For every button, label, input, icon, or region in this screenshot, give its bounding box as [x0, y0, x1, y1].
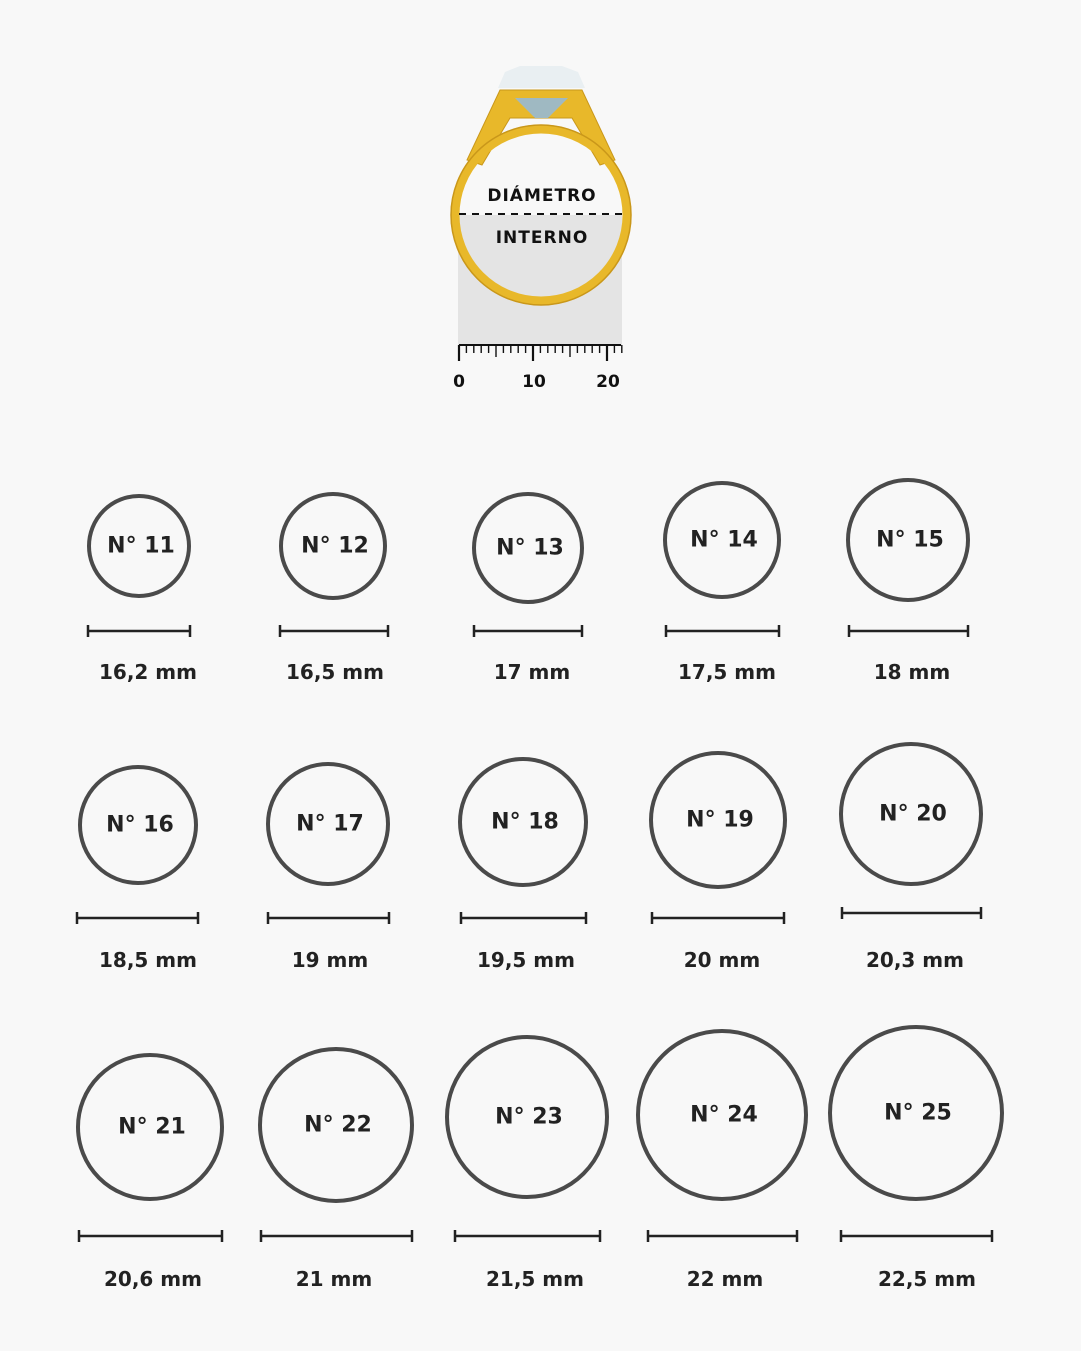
size-circle: [258, 1047, 414, 1203]
size-number: N° 23: [495, 1105, 563, 1130]
size-item: N° 16 18,5 mm: [75, 765, 200, 972]
size-circle: [472, 492, 584, 604]
diameter-label: 19,5 mm: [477, 948, 575, 972]
size-item: N° 12 16,5 mm: [278, 492, 390, 684]
diameter-label: 17,5 mm: [678, 660, 776, 684]
diameter-label: 22 mm: [687, 1267, 763, 1291]
size-number: N° 11: [107, 534, 175, 559]
diameter-label: 17 mm: [494, 660, 570, 684]
size-circle: [279, 492, 387, 600]
label-diametro: DIÁMETRO: [487, 184, 596, 206]
ruler-label-10: 10: [522, 372, 546, 392]
size-item: N° 14 17,5 mm: [663, 481, 781, 684]
diameter-label: 22,5 mm: [878, 1267, 976, 1291]
gem-icon: [498, 66, 585, 88]
size-number: N° 19: [686, 808, 754, 833]
size-circle: [458, 757, 588, 887]
size-circle: [636, 1029, 808, 1201]
size-number: N° 22: [304, 1113, 372, 1138]
size-number: N° 14: [690, 528, 758, 553]
size-number: N° 16: [106, 813, 174, 838]
size-number: N° 18: [491, 810, 559, 835]
size-circle: [649, 751, 787, 889]
size-circle: [266, 762, 390, 886]
size-item: N° 13 17 mm: [472, 492, 584, 684]
size-circle: [445, 1035, 609, 1199]
diameter-label: 16,5 mm: [286, 660, 384, 684]
size-number: N° 12: [301, 534, 369, 559]
diameter-label: 18,5 mm: [99, 948, 197, 972]
size-number: N° 13: [496, 536, 564, 561]
diameter-label: 21,5 mm: [486, 1267, 584, 1291]
size-item: N° 11 16,2 mm: [86, 494, 197, 684]
size-grid: N° 11 16,2 mm N° 12 16,5 mm N° 13 17 mm N° 14 1…: [75, 478, 1004, 1291]
size-item: N° 21 20,6 mm: [76, 1053, 224, 1291]
size-item: N° 19 20 mm: [649, 751, 787, 972]
size-item: N° 15 18 mm: [846, 478, 970, 684]
size-item: N° 23 21,5 mm: [445, 1035, 609, 1291]
ring-illustration: DIÁMETRO INTERNO 0 10 20: [450, 66, 632, 392]
diameter-label: 16,2 mm: [99, 660, 197, 684]
size-circle: [87, 494, 191, 598]
size-number: N° 20: [879, 802, 947, 827]
size-number: N° 15: [876, 528, 944, 553]
size-circle: [78, 765, 198, 885]
size-circle: [663, 481, 781, 599]
size-item: N° 24 22 mm: [636, 1029, 808, 1291]
diameter-label: 21 mm: [296, 1267, 372, 1291]
diameter-label: 20,3 mm: [866, 948, 964, 972]
size-circle: [76, 1053, 224, 1201]
size-item: N° 18 19,5 mm: [458, 757, 588, 972]
diameter-label: 18 mm: [874, 660, 950, 684]
ring-band: [450, 124, 632, 306]
diameter-label: 19 mm: [292, 948, 368, 972]
size-circle: [828, 1025, 1004, 1201]
size-item: N° 17 19 mm: [266, 762, 391, 972]
size-number: N° 24: [690, 1103, 758, 1128]
label-interno: INTERNO: [496, 228, 589, 248]
ruler-label-0: 0: [453, 372, 465, 392]
size-number: N° 25: [884, 1101, 952, 1126]
diameter-label: 20 mm: [684, 948, 760, 972]
ruler: [457, 344, 623, 361]
size-circle: [839, 742, 983, 886]
size-item: N° 22 21 mm: [258, 1047, 414, 1291]
size-item: N° 20 20,3 mm: [839, 742, 983, 972]
size-circle: [846, 478, 970, 602]
size-number: N° 21: [118, 1115, 186, 1140]
size-number: N° 17: [296, 812, 364, 837]
size-item: N° 25 22,5 mm: [828, 1025, 1004, 1291]
diameter-label: 20,6 mm: [104, 1267, 202, 1291]
ruler-label-20: 20: [596, 372, 620, 392]
